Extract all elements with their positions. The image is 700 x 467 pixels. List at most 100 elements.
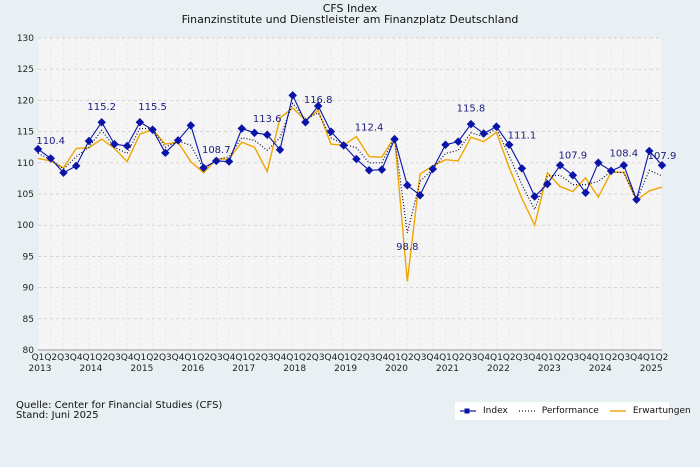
x-tick-label: Q2 bbox=[503, 353, 516, 363]
index-point bbox=[313, 101, 323, 111]
x-year-label: 2015 bbox=[130, 364, 153, 374]
x-tick-label: Q2 bbox=[554, 353, 567, 363]
x-tick-label: Q1 bbox=[541, 353, 554, 363]
index-point bbox=[173, 136, 183, 145]
x-tick-label: Q2 bbox=[146, 353, 159, 363]
index-point bbox=[504, 140, 514, 149]
x-tick-label: Q1 bbox=[184, 353, 197, 363]
index-point bbox=[441, 140, 450, 149]
legend-index-marker bbox=[460, 408, 476, 414]
index-point bbox=[454, 137, 463, 146]
x-tick-label: Q4 bbox=[274, 353, 287, 363]
y-tick-label: 95 bbox=[23, 252, 34, 262]
value-annotation: 98.8 bbox=[396, 242, 418, 253]
value-annotation: 107.9 bbox=[559, 150, 588, 161]
y-tick-label: 85 bbox=[23, 315, 34, 325]
y-tick-label: 80 bbox=[23, 346, 35, 356]
legend-performance-marker bbox=[518, 410, 535, 412]
legend-label-erwartungen: Erwartungen bbox=[632, 406, 691, 416]
value-annotation: 111.1 bbox=[508, 130, 537, 141]
x-tick-label: Q1 bbox=[337, 353, 350, 363]
legend-label-performance: Performance bbox=[541, 406, 599, 416]
x-tick-label: Q2 bbox=[95, 353, 108, 363]
index-point bbox=[301, 117, 310, 127]
x-tick-label: Q3 bbox=[617, 353, 630, 363]
index-point bbox=[110, 139, 119, 149]
index-point bbox=[466, 119, 476, 129]
x-axis-ticks: Q1 Q2 Q3 Q4 Q1 Q2 Q3 Q4 Q1 Q2 Q3 Q4 Q1 Q2 Q3 Q4 Q1 Q2 Q3 Q4… bbox=[29, 353, 669, 374]
index-point bbox=[135, 117, 145, 127]
index-point bbox=[97, 117, 106, 127]
x-tick-label: Q2 bbox=[350, 353, 363, 363]
x-tick-label: Q2 bbox=[401, 353, 414, 363]
index-point bbox=[428, 164, 438, 174]
x-tick-label: Q1 bbox=[592, 353, 605, 363]
index-point bbox=[262, 130, 272, 139]
x-tick-label: Q2 bbox=[44, 353, 57, 363]
index-point bbox=[415, 191, 425, 200]
legend: Index Performance Erwartungen bbox=[455, 402, 691, 420]
index-point bbox=[186, 121, 196, 130]
x-tick-label: Q3 bbox=[108, 353, 121, 363]
legend-label-index: Index bbox=[483, 406, 508, 416]
index-point bbox=[237, 124, 246, 133]
index-point bbox=[479, 129, 488, 138]
legend-item-index: Index bbox=[459, 406, 508, 416]
x-tick-label: Q4 bbox=[324, 353, 337, 363]
erwartungen-line bbox=[37, 106, 663, 282]
x-year-label: 2021 bbox=[436, 364, 459, 374]
index-point bbox=[161, 148, 170, 158]
x-tick-label: Q1 bbox=[133, 353, 146, 363]
y-tick-label: 100 bbox=[17, 221, 34, 231]
x-tick-label: Q4 bbox=[426, 353, 439, 363]
chart-subtitle: Finanzinstitute und Dienstleister am Fin… bbox=[182, 13, 519, 26]
x-tick-label: Q3 bbox=[210, 353, 223, 363]
x-year-label: 2020 bbox=[385, 364, 408, 374]
legend-erwartungen-marker bbox=[609, 410, 626, 412]
x-year-label: 2023 bbox=[538, 364, 561, 374]
x-year-label: 2022 bbox=[487, 364, 510, 374]
y-tick-label: 115 bbox=[17, 128, 34, 138]
date-line: Stand: Juni 2025 bbox=[16, 410, 99, 421]
index-point bbox=[148, 125, 157, 134]
index-point bbox=[364, 166, 374, 175]
value-annotation: 115.5 bbox=[138, 102, 167, 113]
x-tick-label: Q2 bbox=[605, 353, 618, 363]
x-tick-label: Q4 bbox=[70, 353, 83, 363]
x-year-label: 2025 bbox=[640, 364, 663, 374]
x-tick-label: Q1 bbox=[235, 353, 248, 363]
value-annotation: 116.8 bbox=[304, 95, 333, 106]
x-tick-label: Q3 bbox=[414, 353, 427, 363]
x-tick-label: Q1 bbox=[388, 353, 401, 363]
value-annotation: 110.4 bbox=[36, 136, 65, 147]
index-point bbox=[122, 141, 132, 151]
y-tick-label: 90 bbox=[23, 284, 35, 294]
x-tick-label: Q3 bbox=[566, 353, 579, 363]
index-point bbox=[390, 134, 399, 144]
value-annotation: 115.8 bbox=[457, 104, 486, 115]
index-point bbox=[33, 144, 43, 154]
value-annotation: 108.4 bbox=[609, 149, 638, 160]
index-point bbox=[339, 141, 348, 150]
index-point bbox=[352, 154, 361, 164]
x-year-label: 2024 bbox=[589, 364, 612, 374]
x-tick-label: Q3 bbox=[57, 353, 70, 363]
x-tick-label: Q4 bbox=[375, 353, 388, 363]
x-tick-label: Q1 bbox=[286, 353, 299, 363]
legend-item-erwartungen: Erwartungen bbox=[609, 406, 691, 416]
index-point bbox=[492, 122, 501, 131]
x-year-label: 2016 bbox=[181, 364, 204, 374]
x-tick-label: Q1 bbox=[490, 353, 503, 363]
index-point bbox=[212, 156, 221, 166]
x-tick-label: Q2 bbox=[197, 353, 210, 363]
x-year-label: 2014 bbox=[79, 364, 102, 374]
x-tick-label: Q4 bbox=[172, 353, 185, 363]
series-erwartungen bbox=[37, 106, 663, 282]
value-annotation: 112.4 bbox=[355, 122, 384, 133]
source-line: Quelle: Center for Financial Studies (CF… bbox=[16, 400, 223, 411]
index-point bbox=[275, 145, 285, 154]
index-point bbox=[71, 161, 81, 171]
index-point bbox=[46, 154, 55, 163]
index-point bbox=[250, 128, 259, 138]
